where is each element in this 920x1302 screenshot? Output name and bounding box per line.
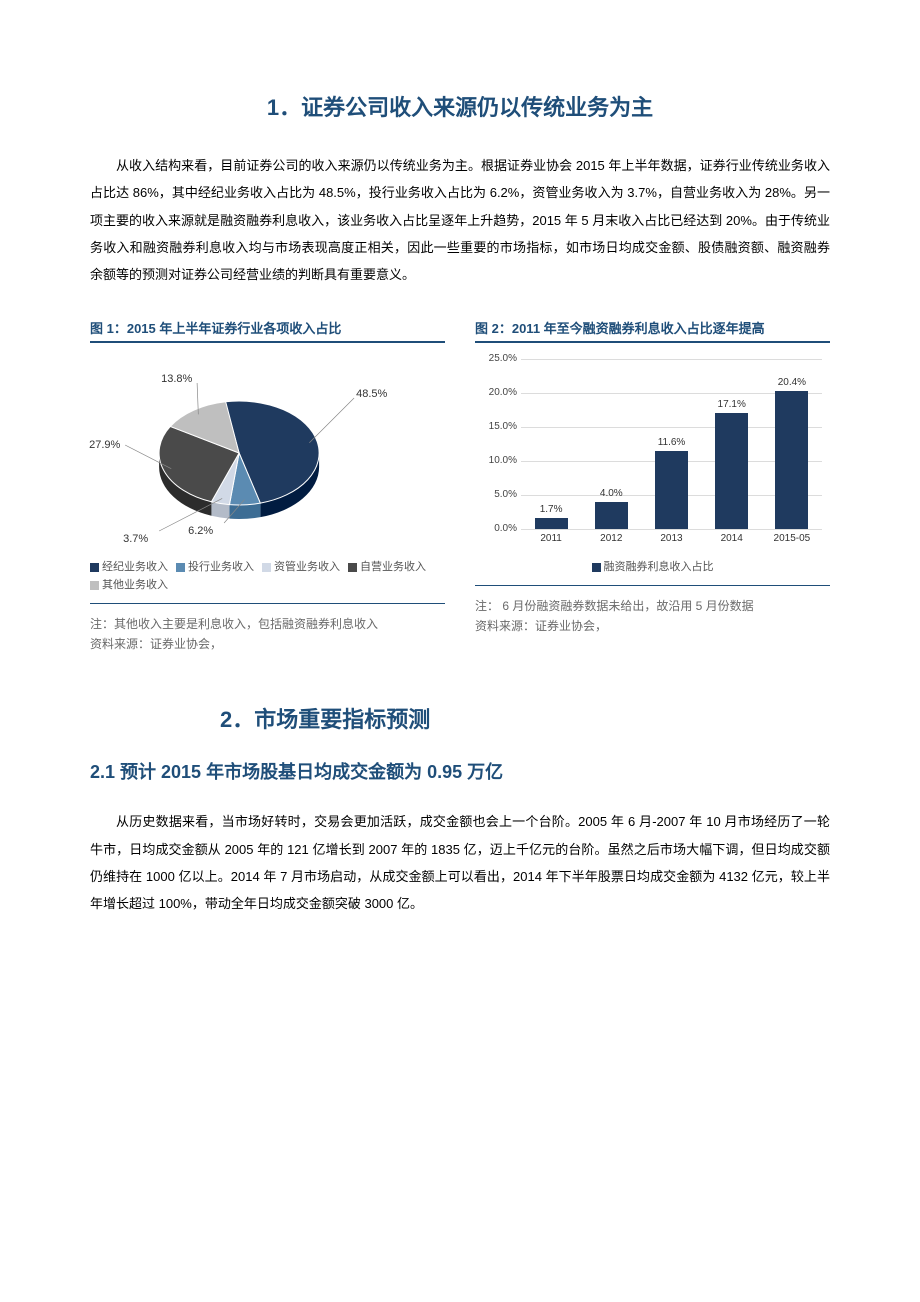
chart-2-legend: 融资融券利息收入占比 xyxy=(475,559,830,577)
gridline xyxy=(521,529,822,530)
bar xyxy=(595,502,628,529)
bar-value-label: 4.0% xyxy=(600,488,623,499)
y-axis-label: 5.0% xyxy=(494,489,517,500)
x-axis-label: 2012 xyxy=(600,533,622,544)
bar-value-label: 20.4% xyxy=(778,377,806,388)
chart-1-legend: 经纪业务收入投行业务收入资管业务收入自营业务收入其他业务收入 xyxy=(90,559,445,594)
bar xyxy=(535,518,568,530)
bar-value-label: 17.1% xyxy=(718,399,746,410)
chart-1-column: 图 1：2015 年上半年证券行业各项收入占比 48.5% 6.2% 3.7% 27.… xyxy=(90,318,445,654)
section-2-body: 从历史数据来看，当市场好转时，交易会更加活跃，成交金额也会上一个台阶。2005 … xyxy=(90,808,830,917)
x-axis-label: 2011 xyxy=(540,533,562,544)
chart-2-note-1: 注： 6 月份融资融券数据未给出，故沿用 5 月份数据 xyxy=(475,596,830,616)
chart-1-divider xyxy=(90,603,445,604)
legend-item: 投行业务收入 xyxy=(176,561,254,573)
pie-slice-label: 13.8% xyxy=(161,373,192,385)
x-axis-label: 2014 xyxy=(721,533,743,544)
y-axis-label: 25.0% xyxy=(489,353,517,364)
bar xyxy=(655,451,688,530)
legend-item: 经纪业务收入 xyxy=(90,561,168,573)
y-axis-label: 0.0% xyxy=(494,523,517,534)
bar-value-label: 1.7% xyxy=(540,504,563,515)
bar xyxy=(775,391,808,530)
y-axis-label: 20.0% xyxy=(489,387,517,398)
chart-2-note-2: 资料来源：证券业协会， xyxy=(475,616,830,636)
gridline xyxy=(521,359,822,360)
legend-item: 自营业务收入 xyxy=(348,561,426,573)
pie-slice-label: 48.5% xyxy=(356,388,387,400)
bar xyxy=(715,413,748,529)
x-axis-label: 2013 xyxy=(660,533,682,544)
chart-1-note-1: 注：其他收入主要是利息收入，包括融资融券利息收入 xyxy=(90,614,445,634)
legend-item: 资管业务收入 xyxy=(262,561,340,573)
chart-2-divider xyxy=(475,585,830,586)
pie-slice-label: 3.7% xyxy=(123,533,148,545)
section-2-heading: 2．市场重要指标预测 xyxy=(220,702,830,734)
section-2-1-heading: 2.1 预计 2015 年市场股基日均成交金额为 0.95 万亿 xyxy=(90,758,830,784)
y-axis-label: 15.0% xyxy=(489,421,517,432)
chart-2-column: 图 2：2011 年至今融资融券利息收入占比逐年提高 0.0% 5.0% 10.0%… xyxy=(475,318,830,654)
pie-slice-label: 27.9% xyxy=(89,439,120,451)
x-axis-label: 2015-05 xyxy=(774,533,811,544)
chart-1-pie: 48.5% 6.2% 3.7% 27.9% 13.8% xyxy=(90,353,445,553)
chart-2-bar: 0.0% 5.0% 10.0% 15.0% 20.0% 25.0% 1.7% 2011 4.0%… xyxy=(475,353,830,553)
chart-1-note-2: 资料来源：证券业协会， xyxy=(90,634,445,654)
charts-row: 图 1：2015 年上半年证券行业各项收入占比 48.5% 6.2% 3.7% 27.… xyxy=(90,318,830,654)
pie-slice-label: 6.2% xyxy=(188,525,213,537)
legend-item: 其他业务收入 xyxy=(90,579,168,591)
chart-1-title: 图 1：2015 年上半年证券行业各项收入占比 xyxy=(90,318,445,343)
section-1-heading: 1．证券公司收入来源仍以传统业务为主 xyxy=(90,90,830,122)
bar-value-label: 11.6% xyxy=(658,437,686,448)
chart-2-title: 图 2：2011 年至今融资融券利息收入占比逐年提高 xyxy=(475,318,830,343)
section-1-body: 从收入结构来看，目前证券公司的收入来源仍以传统业务为主。根据证券业协会 2015… xyxy=(90,152,830,288)
y-axis-label: 10.0% xyxy=(489,455,517,466)
